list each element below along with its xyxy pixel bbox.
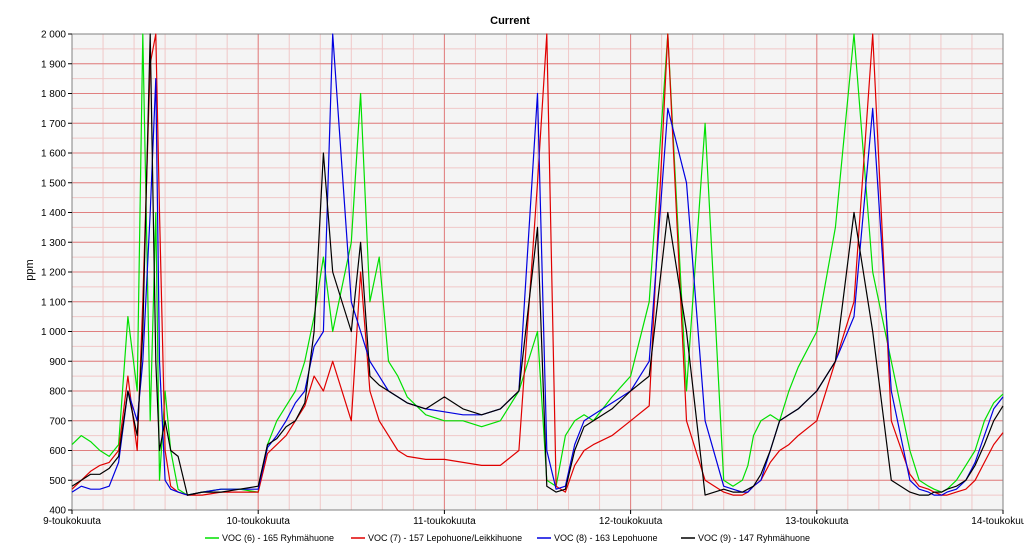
x-tick-label: 14-toukokuuta (971, 516, 1024, 527)
legend-label-3: VOC (8) - 163 Lepohuone (554, 533, 658, 543)
y-tick-label: 1 600 (41, 149, 66, 160)
y-tick-label: 1 300 (41, 238, 66, 249)
y-tick-label: 700 (49, 416, 66, 427)
y-tick-label: 1 100 (41, 297, 66, 308)
x-tick-label: 13-toukokuuta (785, 516, 849, 527)
series-line-2 (71, 33, 1004, 496)
legend-label-2: VOC (7) - 157 Lepohuone/Leikkihuone (368, 533, 522, 543)
y-tick-label: 600 (49, 446, 66, 457)
y-tick-label: 900 (49, 357, 66, 368)
y-tick-label: 1 800 (41, 89, 66, 100)
plot-area: 400 500 600 700 800 900 1 000 1 100 1 200 1 300 1 … (41, 30, 1024, 528)
legend: VOC (6) - 165 Ryhmähuone VOC (7) - 157 Le… (205, 533, 810, 543)
y-tick-label: 2 000 (41, 30, 66, 41)
legend-label-1: VOC (6) - 165 Ryhmähuone (222, 533, 334, 543)
x-tick-label: 11-toukokuuta (413, 516, 476, 527)
y-tick-label: 1 900 (41, 59, 66, 70)
legend-label-4: VOC (9) - 147 Ryhmähuone (698, 533, 810, 543)
y-tick-label: 800 (49, 387, 66, 398)
x-tick-label: 9-toukokuuta (43, 516, 101, 527)
chart-title: Current (490, 15, 530, 27)
series-line-4 (71, 33, 1004, 496)
y-tick-label: 1 700 (41, 119, 66, 130)
x-tick-label: 10-toukokuuta (227, 516, 291, 527)
y-axis-label: ppm (24, 259, 36, 280)
y-tick-label: 1 400 (41, 208, 66, 219)
y-tick-label: 1 200 (41, 268, 66, 279)
y-tick-label: 500 (49, 476, 66, 487)
x-tick-label: 12-toukokuuta (599, 516, 663, 527)
y-tick-label: 400 (49, 506, 66, 517)
y-tick-label: 1 000 (41, 327, 66, 338)
y-tick-label: 1 500 (41, 178, 66, 189)
